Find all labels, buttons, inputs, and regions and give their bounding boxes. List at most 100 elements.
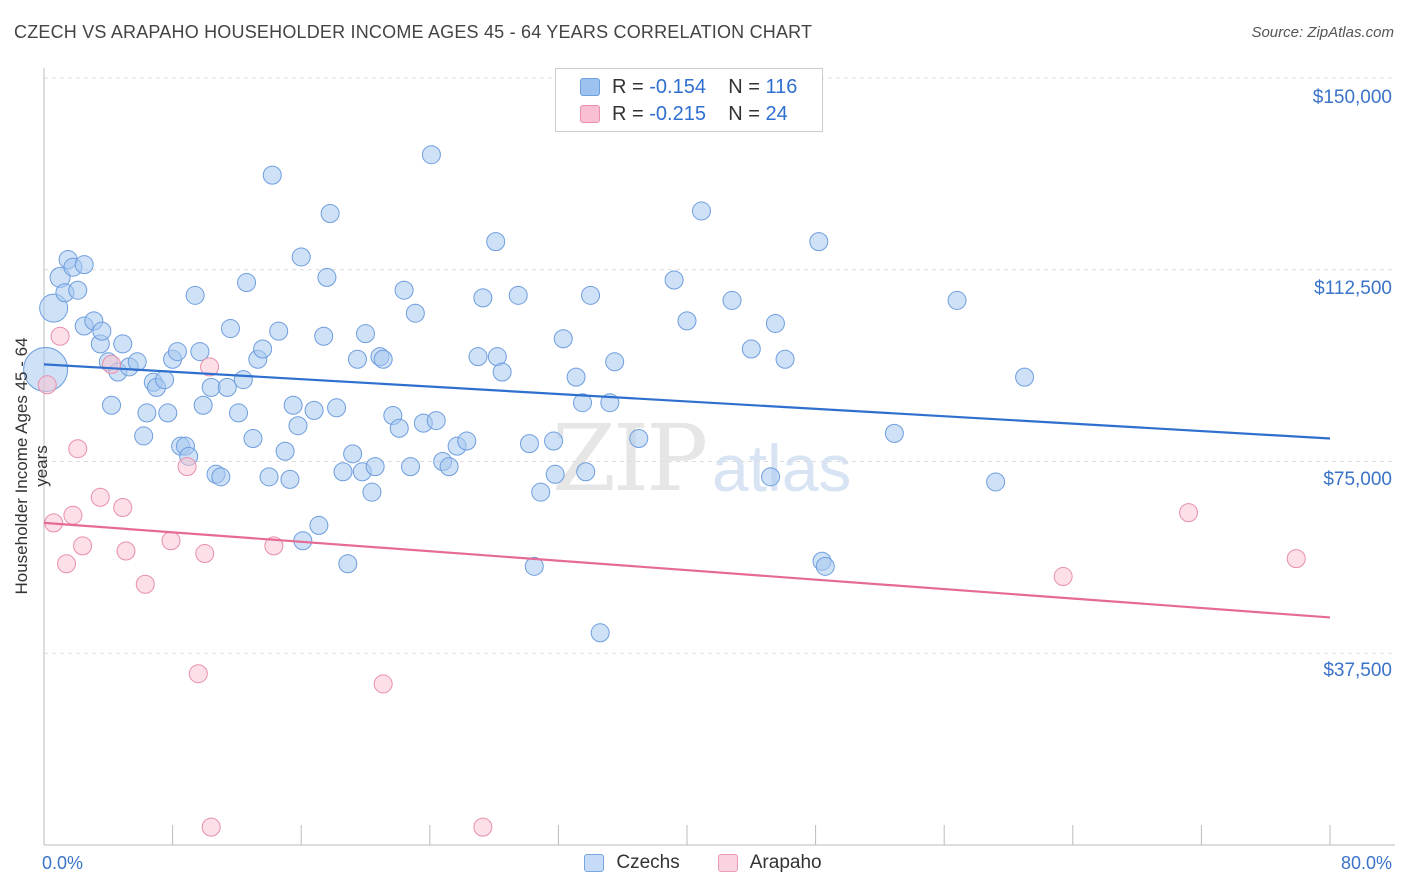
- czechs-point: [68, 280, 88, 300]
- legend-swatch-czechs: [584, 854, 605, 872]
- czechs-point: [288, 416, 308, 436]
- legend-item-arapaho[interactable]: Arapaho: [717, 852, 822, 874]
- arapaho-point: [37, 375, 57, 395]
- czechs-point: [275, 441, 295, 461]
- czechs-point: [664, 270, 684, 290]
- czechs-point: [986, 472, 1006, 492]
- legend-swatch-czechs: [580, 78, 600, 96]
- source-label: Source: ZipAtlas.com: [1251, 24, 1394, 41]
- czechs-point: [269, 321, 289, 341]
- czechs-point: [531, 482, 551, 502]
- arapaho-point: [373, 674, 393, 694]
- czechs-point: [519, 434, 539, 454]
- czechs-point: [362, 482, 382, 502]
- czechs-point: [220, 319, 240, 339]
- legend-n-value: 24: [765, 102, 788, 125]
- czechs-point: [553, 329, 573, 349]
- czechs-point: [691, 201, 711, 221]
- czechs-point: [137, 403, 157, 423]
- y-axis-label: Householder Income Ages 45 - 64 years: [12, 337, 51, 595]
- arapaho-point: [113, 498, 133, 518]
- arapaho-point: [1286, 549, 1306, 569]
- czechs-point: [947, 290, 967, 310]
- czechs-point: [262, 165, 282, 185]
- legend-row-arapaho: R = -0.215 N = 24: [580, 101, 788, 127]
- czechs-point: [155, 370, 175, 390]
- arapaho-point: [73, 536, 93, 556]
- czechs-point: [320, 204, 340, 224]
- legend-label-czechs: Czechs: [616, 852, 680, 873]
- czechs-point: [401, 457, 421, 477]
- czechs-point: [775, 349, 795, 369]
- arapaho-point: [116, 541, 136, 561]
- legend-swatch-arapaho: [580, 105, 600, 123]
- czechs-point: [389, 418, 409, 438]
- czechs-point: [134, 426, 154, 446]
- czechs-point: [394, 280, 414, 300]
- czechs-point: [884, 423, 904, 443]
- czechs-point: [327, 398, 347, 418]
- czechs-point: [581, 285, 601, 305]
- legend-r-value: -0.215: [649, 102, 706, 125]
- y-tick-label: $150,000: [1312, 87, 1392, 108]
- arapaho-point: [200, 357, 220, 377]
- czechs-point: [473, 288, 493, 308]
- czechs-point: [309, 515, 329, 535]
- czechs-point: [605, 352, 625, 372]
- czechs-point: [167, 342, 187, 362]
- czechs-point: [439, 457, 459, 477]
- czechs-point: [92, 321, 112, 341]
- czechs-point: [211, 467, 231, 487]
- czechs-point: [217, 377, 237, 397]
- x-tick-label-min: 0.0%: [42, 853, 84, 873]
- czechs-point: [573, 393, 593, 413]
- legend-r-label: R =: [612, 102, 650, 125]
- arapaho-point: [177, 457, 197, 477]
- czechs-point: [304, 400, 324, 420]
- czechs-point: [1015, 367, 1035, 387]
- arapaho-point: [201, 817, 221, 837]
- stats-legend: R = -0.154 N = 116 R = -0.215 N = 24: [555, 68, 823, 132]
- legend-r-label: R =: [612, 75, 650, 98]
- legend-n-label: N =: [728, 102, 766, 125]
- y-tick-label: $112,500: [1314, 278, 1392, 299]
- czechs-point: [508, 285, 528, 305]
- arapaho-point: [90, 487, 110, 507]
- y-tick-label: $75,000: [1323, 469, 1392, 490]
- watermark-zip: ZIP: [552, 405, 708, 512]
- czechs-point: [333, 462, 353, 482]
- czechs-point: [113, 334, 133, 354]
- chart-title: CZECH VS ARAPAHO HOUSEHOLDER INCOME AGES…: [14, 22, 813, 42]
- czechs-point: [74, 255, 94, 275]
- czechs-point: [185, 285, 205, 305]
- czechs-point: [761, 467, 781, 487]
- czechs-point: [590, 623, 610, 643]
- czechs-point: [677, 311, 697, 331]
- arapaho-point: [135, 574, 155, 594]
- czechs-point: [317, 267, 337, 287]
- arapaho-point: [57, 554, 77, 574]
- czechs-point: [190, 342, 210, 362]
- czechs-point: [280, 469, 300, 489]
- arapaho-trend-line: [43, 521, 1331, 619]
- legend-row-czechs: R = -0.154 N = 116: [580, 74, 797, 100]
- arapaho-point: [68, 439, 88, 459]
- arapaho-point: [102, 354, 122, 374]
- legend-swatch-arapaho: [717, 854, 738, 872]
- series-legend: Czechs Arapaho: [0, 852, 1406, 874]
- czechs-point: [158, 403, 178, 423]
- czechs-point: [365, 457, 385, 477]
- czechs-point: [283, 395, 303, 415]
- czechs-point: [576, 462, 596, 482]
- czechs-point: [373, 349, 393, 369]
- czechs-point: [566, 367, 586, 387]
- arapaho-point: [63, 505, 83, 525]
- czechs-point: [193, 395, 213, 415]
- arapaho-point: [161, 531, 181, 551]
- legend-item-czechs[interactable]: Czechs: [584, 852, 680, 874]
- czechs-point: [233, 370, 253, 390]
- czechs-point: [809, 232, 829, 252]
- czechs-point: [201, 377, 221, 397]
- czechs-point: [338, 554, 358, 574]
